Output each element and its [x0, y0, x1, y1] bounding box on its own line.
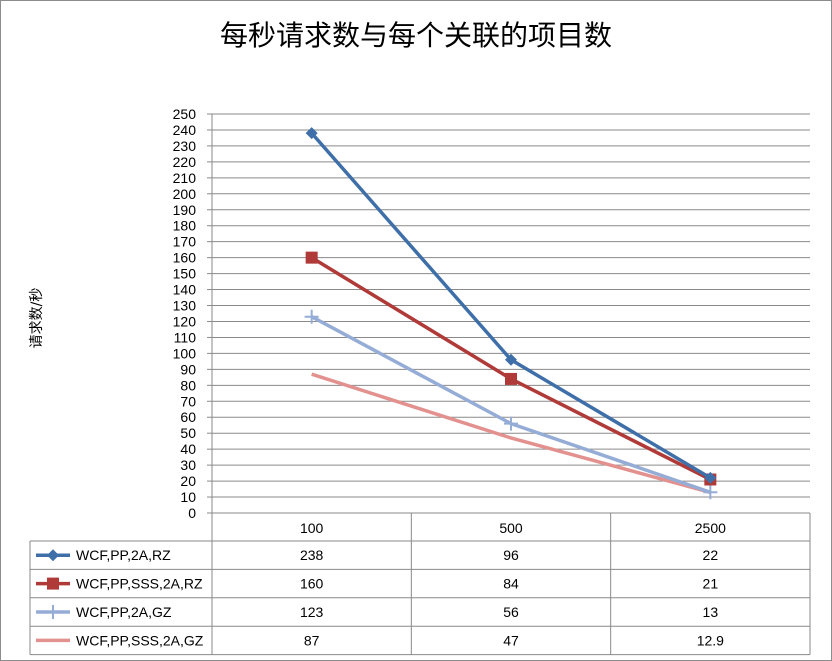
table-value: 238 [300, 547, 324, 563]
table-value: 123 [300, 604, 324, 620]
table-value: 13 [703, 604, 719, 620]
point-marker [47, 577, 59, 590]
legend-series-name: WCF,PP,SSS,2A,RZ [76, 576, 203, 592]
y-tick-label: 40 [180, 441, 196, 457]
point-marker [504, 416, 518, 431]
y-tick-label: 140 [173, 282, 197, 298]
point-marker [305, 127, 318, 140]
point-marker [505, 353, 517, 366]
y-tick-label: 110 [174, 329, 197, 345]
y-tick-label: 80 [180, 377, 196, 393]
y-tick-label: 210 [173, 170, 197, 186]
point-marker [703, 485, 718, 500]
y-tick-label: 160 [173, 250, 197, 266]
y-tick-label: 200 [173, 186, 197, 202]
y-tick-label: 190 [173, 202, 197, 218]
y-tick-label: 220 [173, 154, 197, 170]
x-category-label: 2500 [695, 520, 726, 536]
y-tick-label: 170 [173, 234, 197, 250]
x-category-label: 100 [300, 520, 324, 536]
y-tick-label: 30 [180, 457, 196, 473]
table-value: 22 [703, 547, 719, 563]
y-tick-label: 10 [180, 489, 196, 505]
table-value: 12.9 [697, 632, 724, 648]
y-tick-label: 100 [173, 345, 197, 361]
legend-series-name: WCF,PP,2A,GZ [76, 604, 172, 620]
table-value: 21 [703, 576, 719, 592]
y-tick-label: 130 [173, 298, 197, 314]
y-tick-label: 90 [180, 361, 196, 377]
y-tick-label: 240 [173, 122, 197, 138]
legend-series-name: WCF,PP,SSS,2A,GZ [76, 632, 204, 648]
point-marker [46, 605, 60, 619]
series-line [311, 372, 711, 495]
series-line [310, 256, 712, 482]
table-value: 47 [503, 632, 519, 648]
point-marker [47, 549, 59, 562]
y-tick-label: 20 [180, 473, 196, 489]
y-tick-label: 0 [188, 505, 196, 521]
table-value: 84 [503, 576, 519, 592]
y-tick-label: 60 [180, 409, 196, 425]
y-tick-label: 150 [173, 266, 197, 282]
chart-title: 每秒请求数与每个关联的项目数 [219, 19, 612, 52]
series-line [310, 315, 711, 494]
point-marker [305, 251, 318, 264]
table-value: 87 [304, 632, 320, 648]
y-tick-label: 50 [180, 425, 196, 441]
table-value: 56 [503, 604, 519, 620]
point-marker [704, 471, 717, 484]
point-marker [304, 309, 319, 324]
y-tick-label: 70 [180, 393, 196, 409]
y-tick-label: 180 [173, 218, 197, 234]
y-tick-label: 120 [173, 313, 197, 329]
table-value: 160 [300, 576, 324, 592]
legend-series-name: WCF,PP,2A,RZ [76, 547, 171, 563]
table-value: 96 [503, 547, 519, 563]
x-category-label: 500 [499, 520, 523, 536]
y-tick-label: 230 [173, 138, 197, 154]
point-marker [505, 372, 517, 385]
y-tick-label: 250 [173, 106, 197, 122]
